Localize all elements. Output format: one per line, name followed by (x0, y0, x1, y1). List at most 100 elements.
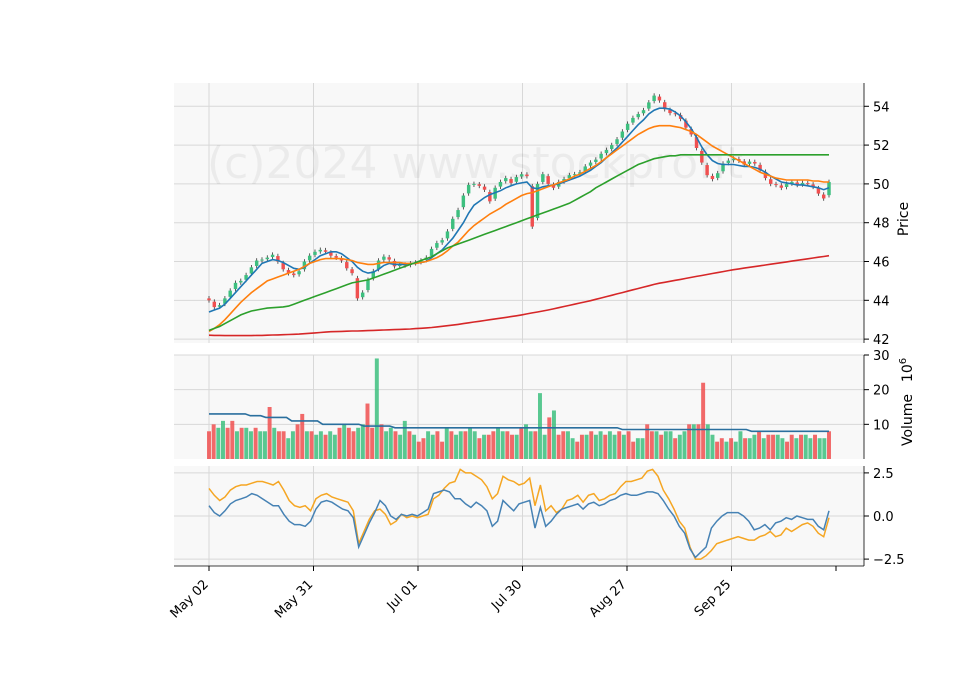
volume-bar (356, 427, 361, 459)
candle-body (456, 210, 460, 218)
volume-moving-average-line (209, 413, 829, 433)
volume-bar (766, 434, 771, 459)
candle-body (233, 282, 238, 290)
volume-bar (337, 427, 342, 459)
candle-body (625, 123, 630, 130)
candle-body (551, 184, 556, 188)
candle-body (270, 254, 275, 258)
candle-body (461, 195, 466, 208)
volume-bar (817, 438, 822, 459)
candle-body (482, 186, 487, 190)
indicator-y-tick-label: −2.5 (873, 553, 905, 568)
volume-bar (617, 431, 622, 459)
candle-body (546, 176, 550, 184)
candle-body (747, 161, 752, 164)
moving-average-line-3 (208, 154, 829, 332)
x-tick-label: May 02 (168, 577, 212, 621)
volume-bar (621, 434, 626, 459)
candle-body (816, 188, 821, 194)
candle-body (652, 95, 656, 102)
candle-body (445, 231, 450, 239)
price-y-tick-label: 50 (873, 178, 890, 193)
candle-body (790, 181, 794, 184)
volume-bar (402, 420, 407, 459)
moving-average-line-4 (208, 254, 830, 337)
candle-body (610, 145, 614, 149)
volume-bar (822, 438, 827, 459)
volume-bar (272, 427, 277, 459)
volume-bar (221, 420, 225, 459)
candle-body (254, 260, 259, 266)
price-axis-title: Price (896, 202, 912, 236)
volume-bar (729, 438, 734, 459)
volume-bar (328, 431, 333, 459)
candle-body (535, 183, 540, 219)
volume-bar (579, 434, 584, 459)
volume-bar (276, 431, 281, 459)
candle-body (212, 301, 217, 308)
indicator-y-tick-label: 0.0 (873, 510, 894, 525)
volume-bar (346, 427, 351, 459)
volume-bar (710, 434, 715, 459)
candle-body (657, 96, 662, 101)
candle-body (429, 248, 434, 256)
volume-bar (593, 434, 598, 459)
volume-bar (789, 434, 794, 459)
candle-body (700, 150, 704, 163)
candle-body (647, 102, 651, 109)
volume-bar (677, 434, 682, 459)
volume-bar (416, 441, 421, 459)
volume-bar (332, 434, 337, 459)
volume-bar (248, 431, 253, 459)
candle-body (292, 273, 296, 276)
volume-bar (290, 431, 295, 459)
volume-bar (715, 441, 720, 459)
candle-body (710, 175, 715, 180)
candle-body (811, 184, 815, 187)
volume-bar (384, 431, 389, 459)
candle-body (350, 269, 354, 274)
volume-bar (668, 431, 673, 459)
candle-body (753, 161, 757, 164)
x-tick-label: May 31 (272, 577, 316, 621)
watermark: (c)2024 www.stockprofit (207, 138, 743, 189)
volume-bar (598, 431, 603, 459)
candle-body (265, 257, 270, 260)
volume-bar (626, 431, 631, 459)
volume-bar (635, 438, 640, 459)
candle-body (636, 114, 640, 118)
volume-bar (430, 434, 435, 459)
candle-body (715, 173, 720, 178)
volume-bar (780, 438, 785, 459)
volume-bar (589, 431, 594, 459)
volume-bar (496, 427, 501, 459)
candle-body (307, 255, 312, 261)
volume-bar (505, 431, 510, 459)
volume-bar (575, 441, 580, 459)
candle-body (313, 251, 317, 255)
candle-body (360, 292, 365, 298)
x-tick-label: Aug 27 (587, 577, 630, 620)
volume-bar (514, 434, 519, 459)
volume-bar (454, 434, 459, 459)
candle-body (514, 177, 519, 182)
volume-bar (612, 434, 617, 459)
volume-bar (696, 424, 701, 459)
volume-bar (785, 441, 790, 459)
volume-bar (743, 438, 748, 459)
candle-body (599, 153, 603, 159)
volume-bar (631, 441, 636, 459)
candle-body (806, 183, 810, 185)
price-y-tick-label: 44 (873, 294, 890, 309)
volume-bar (426, 431, 431, 459)
volume-bar (477, 438, 482, 459)
candle-body (477, 184, 481, 186)
volume-bar (267, 407, 272, 459)
volume-bar (300, 413, 305, 459)
price-panel (207, 93, 831, 337)
volume-bar (449, 431, 454, 459)
volume-bar (486, 434, 491, 459)
volume-bar (654, 431, 659, 459)
volume-bar (607, 431, 612, 459)
moving-average-line-1 (208, 107, 830, 313)
